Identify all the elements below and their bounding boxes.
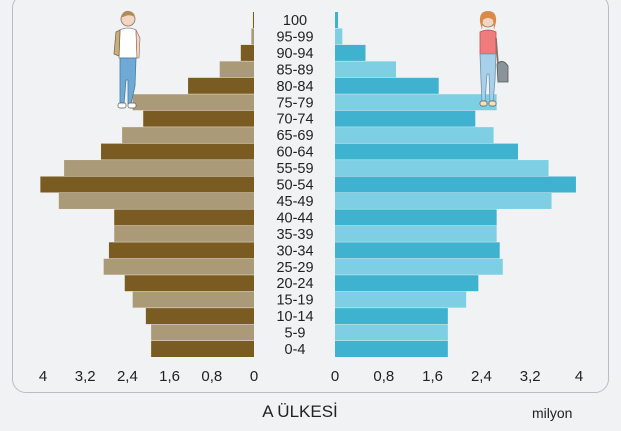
right-bar: [335, 143, 518, 160]
left-bar: [151, 324, 254, 341]
left-bar: [114, 225, 255, 242]
right-bar: [335, 291, 467, 308]
left-bar: [114, 209, 255, 226]
right-bar: [335, 61, 396, 78]
right-bar: [335, 176, 576, 193]
right-bar: [335, 275, 479, 292]
left-bar: [188, 77, 254, 94]
age-group-label: 40-44: [276, 210, 313, 226]
left-bar: [251, 28, 254, 45]
right-bar: [335, 160, 549, 177]
right-bar: [335, 209, 497, 226]
left-bar: [124, 275, 254, 292]
right-axis-tick: 3,2: [520, 368, 541, 385]
right-bar: [335, 94, 497, 111]
age-group-label: 80-84: [276, 79, 313, 95]
age-group-label: 60-64: [276, 145, 313, 161]
right-bar: [335, 77, 439, 94]
right-axis-tick: 1,6: [422, 368, 443, 385]
right-bar: [335, 225, 497, 242]
right-bar: [335, 324, 448, 341]
age-group-label: 95-99: [276, 29, 313, 45]
right-bar: [335, 341, 448, 357]
population-pyramid-chart: 10095-9990-9485-8980-8475-7970-7465-6960…: [39, 12, 583, 385]
age-group-label: 20-24: [276, 276, 313, 292]
right-bar: [335, 242, 500, 259]
male-student-icon: [113, 10, 141, 109]
age-group-label: 55-59: [276, 161, 313, 177]
left-axis-tick: 1,6: [159, 368, 180, 385]
left-bar: [240, 44, 254, 61]
left-axis-tick: 2,4: [117, 368, 138, 385]
right-axis-tick: 0,8: [373, 368, 394, 385]
right-bar: [335, 258, 503, 275]
age-group-label: 100: [283, 13, 307, 29]
left-bar: [108, 242, 254, 259]
left-axis-tick: 0,8: [201, 368, 222, 385]
right-bar: [335, 28, 343, 45]
age-group-label: 90-94: [276, 46, 313, 62]
left-bar: [58, 192, 255, 209]
left-bar: [219, 61, 254, 78]
unit-label: milyon: [532, 405, 573, 421]
right-axis-tick: 4: [575, 368, 583, 385]
age-group-label: 15-19: [276, 293, 313, 309]
age-group-label: 35-39: [276, 227, 313, 243]
right-axis-tick: 0: [331, 368, 339, 385]
left-bar: [132, 94, 254, 111]
age-group-label: 5-9: [285, 326, 306, 342]
left-axis-tick: 4: [39, 368, 47, 385]
left-bar: [252, 12, 254, 28]
age-group-label: 85-89: [276, 62, 313, 78]
right-bar: [335, 127, 494, 144]
right-bar: [335, 110, 476, 127]
age-group-label: 65-69: [276, 128, 313, 144]
left-bar: [101, 143, 255, 160]
age-group-label: 45-49: [276, 194, 313, 210]
left-axis-tick: 3,2: [75, 368, 96, 385]
age-group-label: 75-79: [276, 95, 313, 111]
right-bar: [335, 192, 552, 209]
left-bar: [122, 127, 254, 144]
right-bar: [335, 44, 366, 61]
left-bar: [145, 308, 254, 325]
female-student-icon: [479, 11, 509, 107]
left-bar: [64, 160, 254, 177]
right-axis-tick: 2,4: [471, 368, 492, 385]
age-group-label: 30-34: [276, 243, 313, 259]
age-group-label: 10-14: [276, 309, 313, 325]
left-bar: [143, 110, 254, 127]
age-group-label: 0-4: [285, 342, 306, 358]
country-caption: A ÜLKESİ: [262, 402, 338, 421]
age-group-label: 70-74: [276, 112, 313, 128]
left-bar: [40, 176, 254, 193]
right-bar: [335, 308, 448, 325]
left-bar: [151, 341, 254, 357]
age-group-label: 50-54: [276, 178, 313, 194]
age-group-label: 25-29: [276, 260, 313, 276]
right-bar: [335, 12, 339, 28]
left-axis-tick: 0: [250, 368, 258, 385]
left-bar: [103, 258, 254, 275]
left-bar: [132, 291, 254, 308]
